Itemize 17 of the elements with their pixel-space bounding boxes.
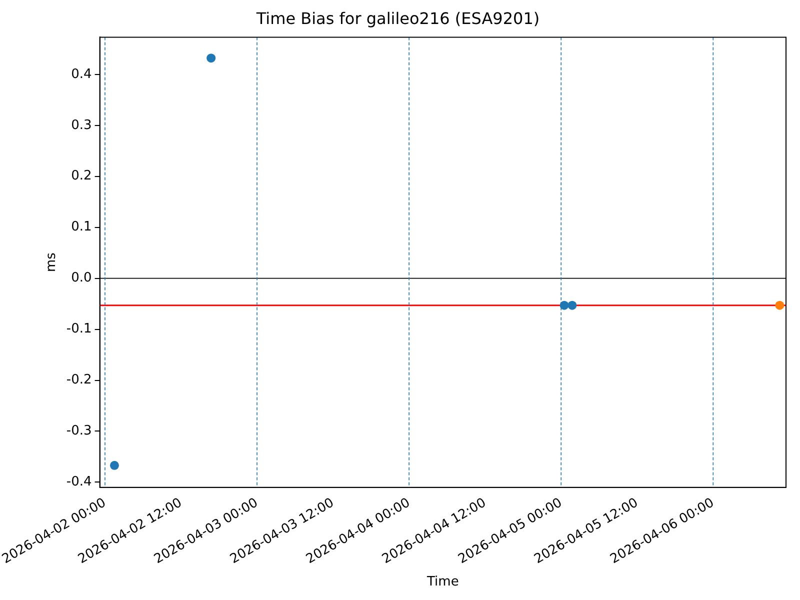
y-tick-label: -0.3 (66, 424, 92, 439)
point (775, 300, 784, 310)
point (206, 54, 216, 63)
y-tick-label: 0.0 (71, 270, 92, 286)
y-tick-label: -0.2 (66, 372, 92, 388)
point (568, 300, 577, 310)
y-tick-label: -0.1 (66, 322, 92, 337)
y-tick-label: 0.2 (71, 168, 92, 184)
y-tick-label: 0.1 (71, 220, 92, 235)
chart-title: Time Bias for galileo216 (ESA9201) (255, 8, 540, 28)
y-tick-label: 0.4 (71, 66, 92, 82)
y-tick-label: 0.3 (71, 118, 92, 133)
x-axis-title: Time (426, 574, 459, 590)
y-axis-title: ms (44, 252, 60, 272)
y-tick-label: -0.4 (66, 474, 92, 490)
point (110, 460, 119, 470)
point (560, 300, 569, 310)
